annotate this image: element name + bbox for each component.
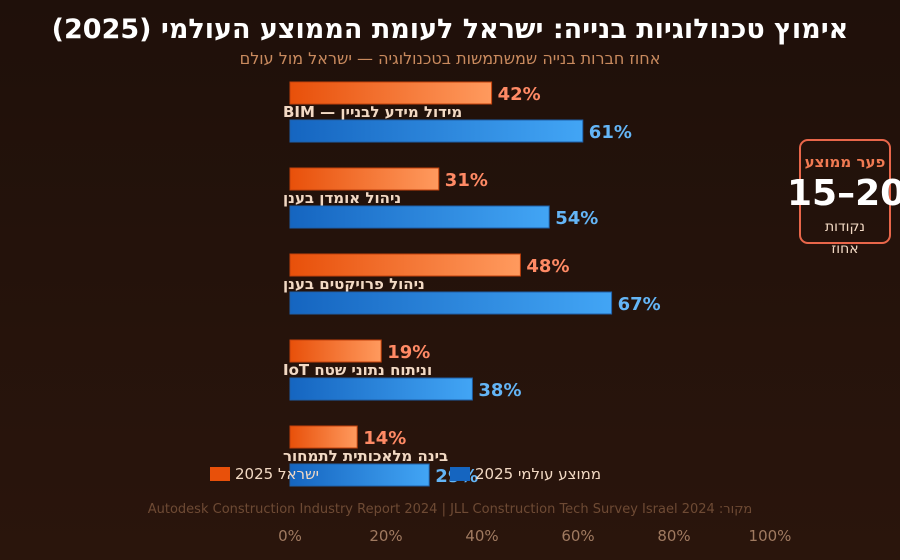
israel-value-label: 19% (387, 342, 430, 363)
x-tick-label: 40% (465, 527, 498, 545)
chart-subtitle: אחוז חברות בנייה שמשתמשות בטכנולוגיה — י… (239, 49, 661, 68)
global-bar (289, 463, 430, 487)
israel-bar (289, 425, 358, 449)
category-label: ניהול אומדן בענן (283, 189, 401, 207)
global-bar (289, 205, 550, 229)
global-bar (289, 291, 613, 315)
x-tick-label: 0% (278, 527, 302, 545)
israel-value-label: 14% (363, 428, 406, 449)
global-bar (289, 119, 584, 143)
gap-unit-second-line: אחוז (831, 241, 859, 257)
category-label: בינה מלאכותית לתמחור (283, 447, 448, 465)
x-tick-label: 100% (749, 527, 792, 545)
israel-value-label: 48% (526, 256, 569, 277)
category-label: וניתוח נתוני שטח IoT (283, 361, 432, 379)
source-note: מקור: Autodesk Construction Industry Rep… (147, 502, 753, 517)
israel-bar (289, 339, 382, 363)
global-value-label: 67% (618, 294, 661, 315)
gap-unit: נקודות (824, 219, 865, 235)
legend-global-swatch (450, 467, 470, 481)
category-label: מידול מידע לבניין — BIM (283, 103, 462, 121)
israel-bar (289, 167, 440, 191)
israel-value-label: 42% (498, 84, 541, 105)
gap-label: פער ממוצע (804, 153, 886, 171)
global-value-label: 38% (478, 380, 521, 401)
global-value-label: 61% (589, 122, 632, 143)
x-tick-label: 60% (561, 527, 594, 545)
global-bar (289, 377, 473, 401)
gap-value: 15–20 (787, 173, 900, 214)
average-gap-callout: פער ממוצע 15–20 נקודות אחוז (787, 139, 900, 257)
legend-global-label: ממוצע עולמי 2025 (475, 465, 602, 483)
israel-bar (289, 253, 521, 277)
x-tick-label: 20% (369, 527, 402, 545)
chart-title: אימוץ טכנולוגיות בנייה: ישראל לעומת הממו… (51, 14, 849, 45)
legend-global: ממוצע עולמי 2025 (450, 465, 620, 485)
legend-israel-label: ישראל 2025 (235, 465, 319, 483)
category-label: ניהול פרויקטים בענן (283, 275, 425, 293)
x-tick-label: 80% (657, 527, 690, 545)
global-value-label: 54% (555, 208, 598, 229)
israel-value-label: 31% (445, 170, 488, 191)
israel-bar (289, 81, 493, 105)
legend-israel-swatch (210, 467, 230, 481)
legend-israel: ישראל 2025 (210, 465, 340, 485)
